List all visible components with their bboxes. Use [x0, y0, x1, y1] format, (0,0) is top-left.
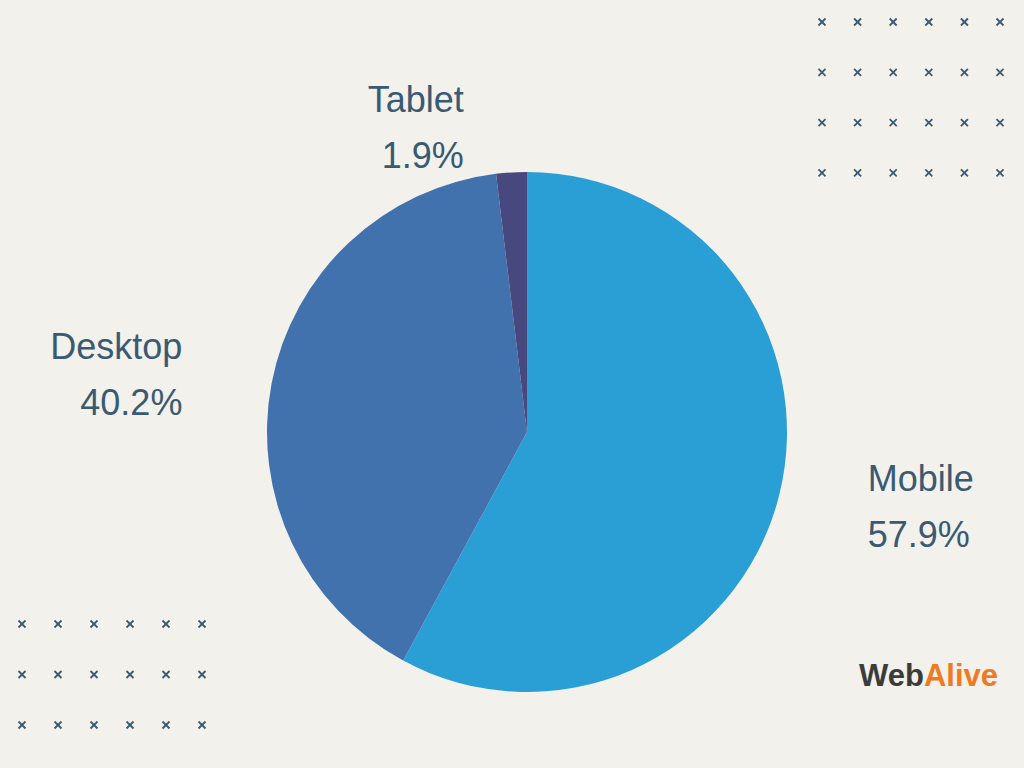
svg-text:1.9%: 1.9%: [382, 135, 464, 176]
svg-text:Web: Web: [859, 658, 924, 693]
svg-text:Tablet: Tablet: [368, 79, 464, 120]
svg-text:Mobile: Mobile: [868, 458, 974, 499]
svg-text:Alive: Alive: [924, 658, 998, 693]
svg-text:Desktop: Desktop: [50, 326, 182, 367]
svg-text:57.9%: 57.9%: [868, 514, 970, 555]
svg-text:40.2%: 40.2%: [80, 382, 182, 423]
